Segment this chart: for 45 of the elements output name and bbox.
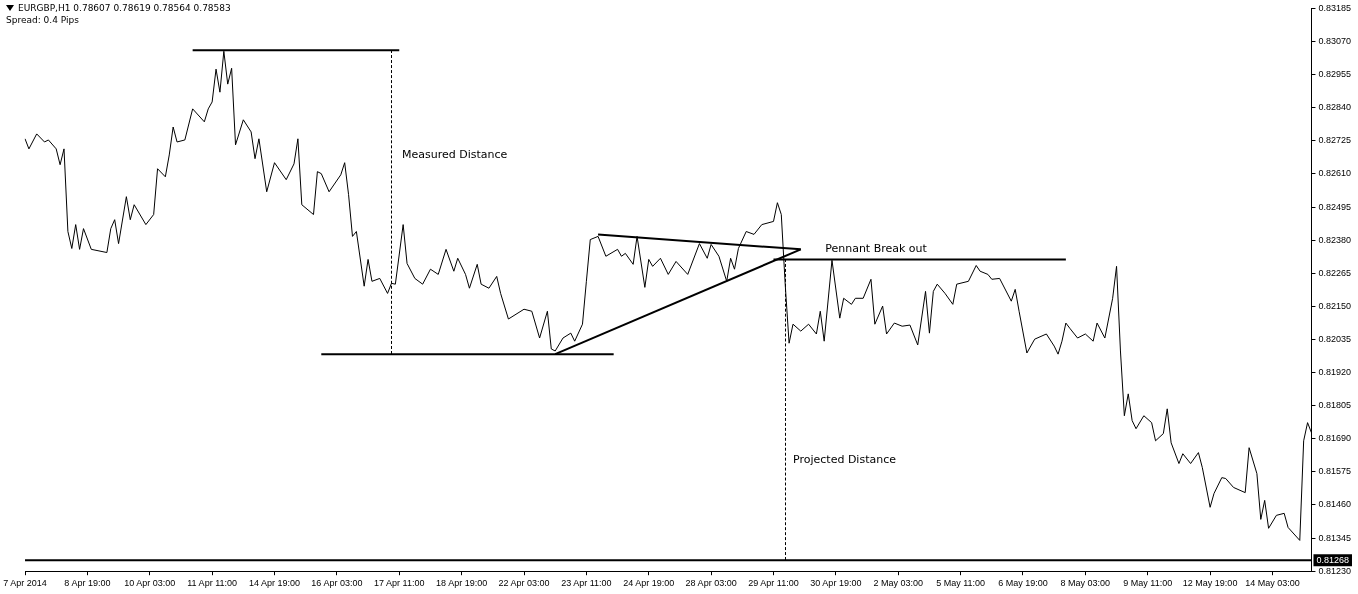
x-tick-label: 10 Apr 03:00 [124,578,176,589]
text: Spread: 0.4 Pips [6,14,80,26]
x-tick-label: 23 Apr 11:00 [561,578,612,589]
y-tick-label: 0.83070 [1318,35,1352,46]
x-tick-label: 18 Apr 19:00 [436,578,488,589]
y-tick-label: 0.82725 [1318,135,1352,146]
x-tick-label: 14 May 03:00 [1245,578,1300,589]
annotation: Measured Distance [401,147,508,161]
y-tick-label: 0.81805 [1318,400,1352,411]
y-tick-label: 0.81460 [1318,499,1352,510]
chart-title: EURGBP,H1 0.78607 0.78619 0.78564 0.78583 [18,2,231,14]
x-tick-label: 2 May 03:00 [873,578,924,589]
y-tick-label: 0.83185 [1318,2,1352,13]
x-tick-label: 29 Apr 11:00 [748,578,799,589]
x-tick-label: 22 Apr 03:00 [498,578,550,589]
x-tick-label: 12 May 19:00 [1182,578,1238,589]
y-tick-label: 0.82840 [1318,102,1352,113]
x-tick-label: 14 Apr 19:00 [248,578,301,589]
y-tick-label: 0.81920 [1318,367,1352,378]
x-tick-label: 30 Apr 19:00 [810,578,862,589]
annotation: Pennant Break out [825,241,927,255]
x-tick-label: 7 Apr 2014 [3,578,47,589]
y-tick-label: 0.81345 [1318,532,1352,543]
y-tick-label: 0.82955 [1318,69,1352,80]
x-tick-label: 5 May 11:00 [936,578,986,589]
x-tick-label: 16 Apr 03:00 [311,578,363,589]
x-tick-label: 17 Apr 11:00 [374,578,425,589]
y-tick-label: 0.82610 [1318,168,1352,179]
x-tick-label: 8 May 03:00 [1060,578,1111,589]
annotation: Projected Distance [793,452,896,466]
y-tick-label: 0.82150 [1318,300,1352,311]
x-tick-label: 28 Apr 03:00 [685,578,737,589]
y-tick-label: 0.82495 [1318,201,1352,212]
x-tick-label: 8 Apr 19:00 [64,578,111,589]
y-tick-label: 0.82380 [1318,234,1352,245]
y-tick-label: 0.81575 [1318,466,1352,477]
y-tick-label: 0.81690 [1318,433,1352,444]
y-tick-label: 0.81230 [1318,565,1352,576]
x-tick-label: 9 May 11:00 [1123,578,1173,589]
y-tick-label: 0.82265 [1318,267,1352,278]
x-tick-label: 24 Apr 19:00 [623,578,675,589]
ref-line-label: 0.81268 [1316,554,1350,565]
y-tick-label: 0.82035 [1318,333,1352,344]
x-tick-label: 11 Apr 11:00 [187,578,237,589]
x-tick-label: 6 May 19:00 [998,578,1048,589]
